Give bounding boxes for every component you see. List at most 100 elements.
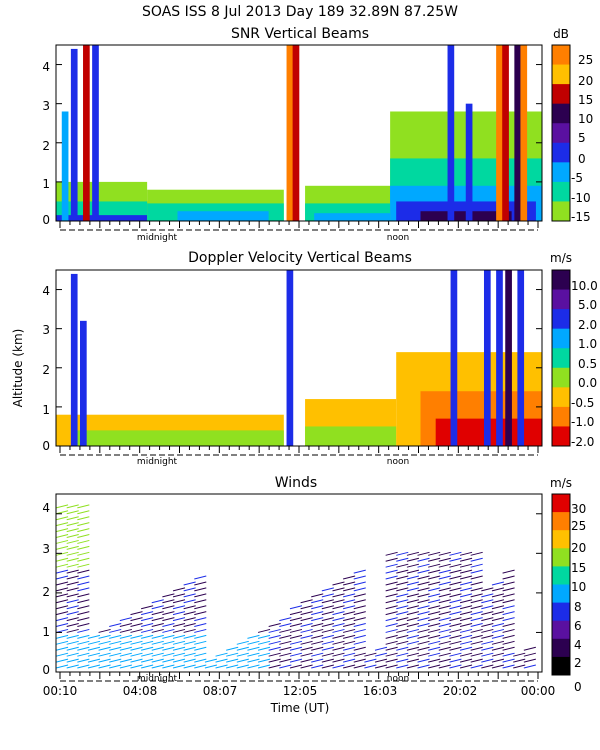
wind-barb [459,599,473,604]
wind-barb [332,599,345,604]
wind-barb [183,581,196,586]
wind-barb [66,504,79,509]
wind-barb [130,611,143,616]
wind-barb [130,658,143,663]
colorbar-band [552,406,570,427]
wind-barb [438,658,451,663]
wind-barb [449,563,462,568]
wind-barb [396,646,409,651]
wind-barb [268,623,281,627]
wind-barb [491,587,505,592]
wind-barb [459,611,473,616]
winds-colorbar-tick: 20 [571,541,586,555]
wind-barb [353,646,366,651]
wind-barb [172,611,186,616]
wind-barb [289,617,303,622]
wind-barb [77,569,90,574]
colorbar-band [552,620,570,640]
wind-barb [470,581,483,586]
wind-barb [257,640,271,645]
wind-barb [491,581,505,586]
wind-barb [428,658,441,663]
colorbar-band [552,512,570,531]
wind-barb [130,623,143,627]
colorbar-band [552,602,570,622]
wind-barb [406,605,420,610]
wind-barb [491,640,505,645]
colorbar-band [552,64,570,85]
doppler-colorbar-tick: 0.0 [578,376,597,390]
snr-colorbar-tick: 25 [578,53,593,67]
heatmap-column [79,320,87,446]
wind-barb [119,664,132,669]
wind-barb [66,652,79,657]
wind-barb [109,664,122,669]
wind-barb [428,581,441,586]
colorbar-band [552,656,570,676]
wind-barb [502,605,515,610]
wind-barb [66,628,79,633]
doppler-yaxis-tick: 0 [42,439,50,453]
wind-barb [77,528,90,533]
doppler-colorbar-tick: 2.0 [578,318,597,332]
wind-barb [289,623,303,627]
wind-barb [172,634,186,639]
wind-barb [428,605,441,610]
wind-barb [353,575,366,580]
wind-barb [502,634,515,639]
doppler-yaxis-tick: 3 [42,323,50,337]
wind-barb [183,623,196,627]
wind-barb [342,599,356,604]
wind-barb [385,628,398,633]
wind-barb [141,628,154,633]
wind-barb [342,664,356,669]
wind-barb [321,646,334,651]
wind-barb [353,623,366,627]
wind-barb [342,623,356,627]
wind-barb [342,640,356,645]
wind-barb [417,581,430,586]
wind-barb [66,617,79,622]
wind-barb [289,664,303,669]
wind-barb [385,640,398,645]
wind-barb [77,605,90,610]
wind-barb [141,617,154,622]
winds-panel-title: Winds [275,475,317,491]
wind-barb [332,581,345,586]
wind-barb [502,611,515,616]
wind-barb [353,652,366,657]
wind-barb [279,652,292,657]
wind-barb [470,587,483,592]
wind-barb [417,658,430,663]
wind-barb [428,563,441,568]
wind-barb [406,664,420,669]
wind-barb [141,664,154,669]
snr-yaxis-tick: 2 [42,139,50,153]
wind-barb [470,628,483,633]
wind-barb [470,652,483,657]
wind-barb [55,516,69,521]
wind-barb [438,581,451,586]
wind-barb [470,593,483,598]
wind-barb [77,575,90,580]
wind-barb [311,623,324,627]
wind-barb [470,611,483,616]
wind-barb [459,557,473,562]
wind-barb [406,551,420,556]
wind-barb [289,652,303,657]
wind-barb [385,611,398,616]
heatmap-column [514,45,522,221]
wind-barb [481,628,494,633]
wind-barb [342,646,356,651]
wind-barb [428,569,441,574]
colorbar-band [552,103,570,124]
wind-barb [289,634,303,639]
wind-barb [342,658,356,663]
wind-barb [481,664,494,669]
wind-barb [87,646,101,651]
wind-barb [470,664,483,669]
heatmap-column [292,45,300,221]
wind-barb [151,628,164,633]
wind-barb [353,593,366,598]
wind-barb [66,522,79,527]
